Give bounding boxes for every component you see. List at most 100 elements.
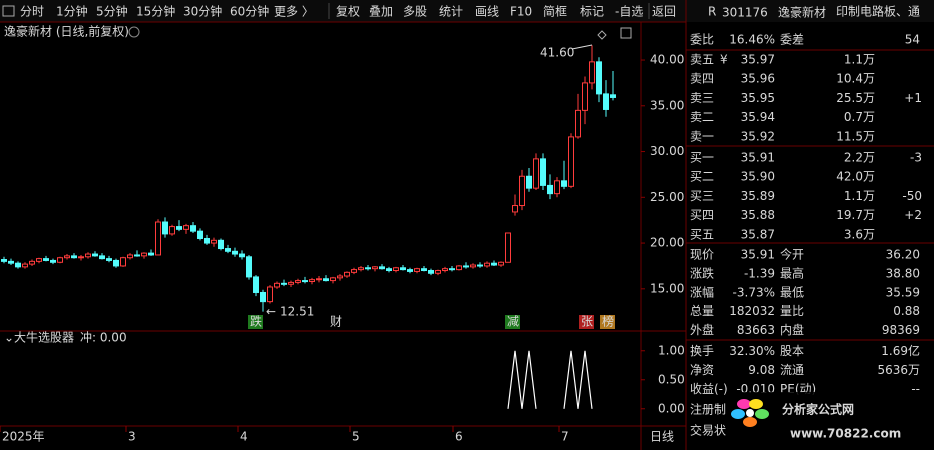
candle-body xyxy=(127,254,133,259)
book-price: 35.97 xyxy=(741,53,775,67)
y-tick-label: 15.00 xyxy=(650,281,684,295)
signal-box xyxy=(248,315,263,329)
book-label: 买二 xyxy=(690,170,714,184)
candle-body xyxy=(414,268,420,272)
toolbar-button[interactable]: 多股 xyxy=(403,5,427,19)
x-tick-label: 5 xyxy=(352,430,360,444)
logo-petal xyxy=(749,399,763,409)
candle-body xyxy=(288,281,294,285)
stat-value: 83663 xyxy=(737,323,775,337)
candle-body xyxy=(232,250,238,255)
book-label: 卖五 xyxy=(690,53,714,67)
candle-body xyxy=(512,205,518,213)
candle-body xyxy=(358,267,364,271)
signal-line xyxy=(507,350,593,409)
stat-label: 换手 xyxy=(690,344,714,358)
candle-body xyxy=(253,276,259,293)
book-volume: 2.2万 xyxy=(844,151,875,165)
stat-label: 涨幅 xyxy=(690,284,714,299)
toolbar-button[interactable]: 1分钟 xyxy=(56,4,88,19)
candle-body xyxy=(225,248,231,252)
toolbar-button[interactable]: 统计 xyxy=(439,5,463,19)
book-price: 35.91 xyxy=(741,151,775,165)
name: 逸豪新材 xyxy=(778,5,826,20)
signal: 财 xyxy=(330,315,342,329)
candle-body xyxy=(449,268,455,271)
menu-icon[interactable] xyxy=(2,5,15,17)
toolbar-button[interactable]: 简框 xyxy=(543,5,567,19)
toolbar-button[interactable]: 5分钟 xyxy=(96,4,128,19)
book-label: 卖四 xyxy=(690,72,714,86)
toolbar-button[interactable]: 30分钟 xyxy=(183,4,222,19)
candle-body xyxy=(582,82,588,111)
candle-body xyxy=(365,267,371,270)
book-label: 卖三 xyxy=(690,91,714,105)
stat-value: 5636万 xyxy=(877,363,920,377)
stat-value: 1.69亿 xyxy=(881,343,920,358)
toolbar-button[interactable]: 更多 〉 xyxy=(274,5,314,19)
candle-body xyxy=(211,239,217,244)
y-tick-label: 0.00 xyxy=(658,401,685,415)
signal: 跌 xyxy=(250,314,262,329)
sector: 印制电路板、通 xyxy=(836,4,920,19)
candle-body xyxy=(113,259,119,267)
signal: 减 xyxy=(507,315,519,329)
candle-body xyxy=(99,255,105,260)
signal-box xyxy=(505,315,520,329)
footer: 交易状 xyxy=(690,423,726,438)
candle-body xyxy=(281,282,287,285)
row-value: 16.46% xyxy=(729,33,775,47)
stat-value: 38.80 xyxy=(886,266,920,280)
icon[interactable] xyxy=(620,27,632,39)
toolbar-button[interactable]: 分时 xyxy=(20,5,44,19)
toolbar-button[interactable]: 60分钟 xyxy=(230,4,269,19)
toolbar-button[interactable]: 返回 xyxy=(652,5,676,19)
book-price: 35.90 xyxy=(741,170,775,184)
toolbar-button[interactable]: 15分钟 xyxy=(136,4,175,19)
candle-body xyxy=(1,259,7,262)
candle-body xyxy=(134,254,140,257)
toolbar-button[interactable]: 标记 xyxy=(580,5,604,19)
toolbar-button[interactable]: 画线 xyxy=(475,5,499,19)
candle-body xyxy=(372,266,378,270)
toolbar-button[interactable]: -自选 xyxy=(615,5,643,19)
candle-body xyxy=(540,158,546,186)
stat-label: 最高 xyxy=(780,265,804,280)
candle-body xyxy=(15,262,21,268)
toolbar-button[interactable]: 复权 xyxy=(336,5,360,19)
stat-label: 净资 xyxy=(690,363,714,377)
candle-body xyxy=(589,61,595,84)
book-label: 卖二 xyxy=(690,110,714,124)
candle-body xyxy=(239,253,245,258)
candle-body xyxy=(379,266,385,270)
stat-value: -3.73% xyxy=(733,285,775,299)
y-tick-label: 1.00 xyxy=(658,343,685,357)
candle-body xyxy=(29,260,35,265)
stat-value: 36.20 xyxy=(886,248,920,262)
book-change: +2 xyxy=(904,208,922,222)
book-price: 35.88 xyxy=(741,208,775,222)
icon[interactable] xyxy=(597,30,607,40)
candle-body xyxy=(477,264,483,267)
title-menu[interactable] xyxy=(128,26,140,38)
toolbar-button[interactable]: F10 xyxy=(510,5,532,19)
book-volume: 1.1万 xyxy=(844,53,875,67)
candle-body xyxy=(309,279,315,282)
stat-label: 收益(-) xyxy=(690,382,728,396)
row-label: 委差 xyxy=(780,33,804,47)
candle-body xyxy=(85,253,91,258)
book-change: -3 xyxy=(910,151,922,165)
stat-label: 外盘 xyxy=(690,322,714,337)
stat-label: 量比 xyxy=(780,304,804,318)
candle-body xyxy=(610,94,616,98)
stat-value: 35.91 xyxy=(741,248,775,262)
footer: 注册制 xyxy=(690,402,726,417)
low-label: 12.51 xyxy=(280,305,314,319)
candle-body xyxy=(428,270,434,274)
candle-body xyxy=(561,180,567,187)
signal-box xyxy=(600,315,615,329)
candle-body xyxy=(435,270,441,274)
toolbar-button[interactable]: 叠加 xyxy=(369,5,393,19)
badge: R xyxy=(708,5,716,19)
